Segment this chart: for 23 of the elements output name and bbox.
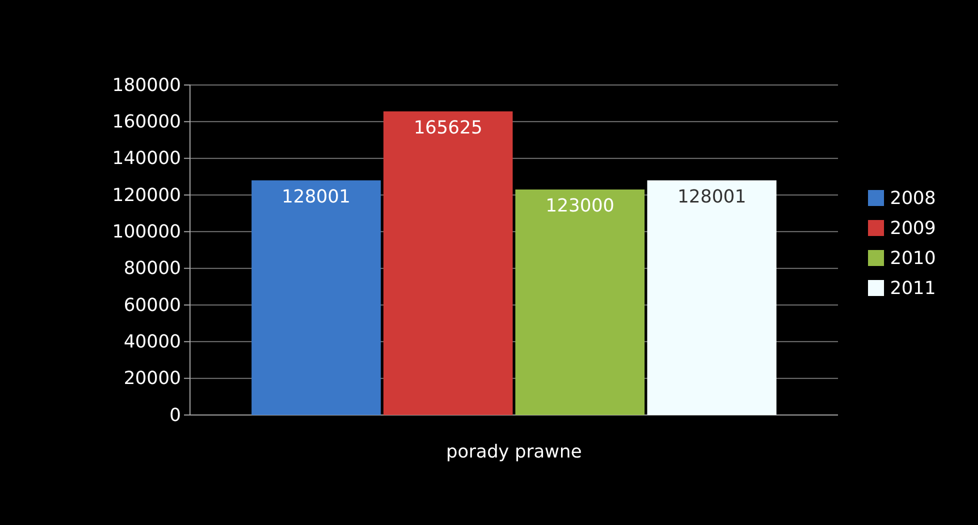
bar <box>383 111 513 415</box>
legend-label: 2009 <box>890 218 936 239</box>
x-tick-label: porady prawne <box>446 442 582 463</box>
data-label: 123000 <box>546 196 614 216</box>
bar <box>515 190 645 415</box>
data-label: 165625 <box>414 117 482 138</box>
y-tick-label: 80000 <box>124 258 181 280</box>
bar <box>252 180 381 415</box>
y-tick-label: 120000 <box>112 184 181 206</box>
data-label: 128001 <box>677 186 746 208</box>
y-tick-label: 100000 <box>112 221 181 242</box>
y-tick-label: 180000 <box>112 74 181 96</box>
y-tick-label: 40000 <box>124 331 181 352</box>
legend-label: 2010 <box>890 248 936 269</box>
data-label: 128001 <box>282 186 351 208</box>
y-tick-label: 20000 <box>124 368 181 390</box>
y-tick-label: 140000 <box>112 148 181 170</box>
bar <box>647 180 776 415</box>
legend-label: 2008 <box>890 188 936 209</box>
y-tick-label: 160000 <box>112 111 181 132</box>
y-tick-label: 0 <box>170 404 181 426</box>
legend-label: 2011 <box>890 278 936 299</box>
y-tick-label: 60000 <box>124 294 181 316</box>
